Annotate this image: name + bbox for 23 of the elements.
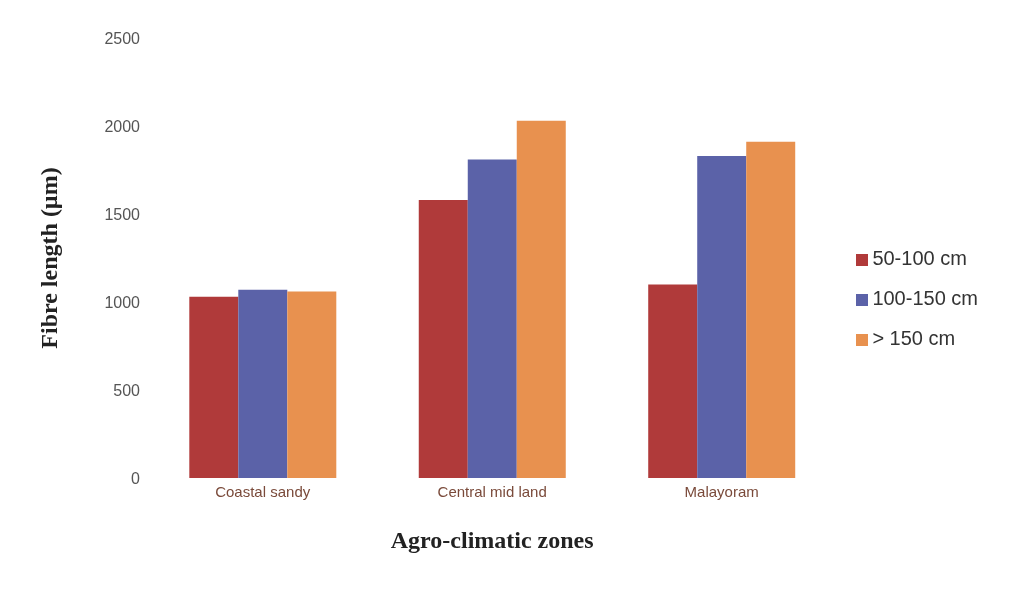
x-tick-label: Malayoram <box>684 482 759 500</box>
bar <box>516 120 566 478</box>
legend-label: > 150 cm <box>872 327 956 349</box>
bar <box>746 141 796 478</box>
legend-label: 100-150 cm <box>872 287 978 309</box>
bar <box>467 159 517 478</box>
x-tick-label: Coastal sandy <box>215 482 311 500</box>
x-tick-label: Central mid land <box>437 482 547 500</box>
y-tick-label: 500 <box>113 381 141 399</box>
y-tick-label: 1500 <box>104 205 141 223</box>
bar <box>189 296 239 478</box>
bar <box>287 291 337 478</box>
legend-label: 50-100 cm <box>872 247 967 269</box>
bar <box>418 199 468 478</box>
bar <box>697 155 747 478</box>
y-tick-label: 1000 <box>104 293 141 311</box>
y-tick-label: 0 <box>131 469 141 487</box>
x-axis-title: Agro-climatic zones <box>390 527 594 553</box>
y-tick-label: 2500 <box>104 29 141 47</box>
y-tick-label: 2000 <box>104 117 141 135</box>
bar <box>648 284 698 478</box>
y-axis-title: Fibre length (µm) <box>35 167 62 349</box>
bar <box>238 289 288 478</box>
